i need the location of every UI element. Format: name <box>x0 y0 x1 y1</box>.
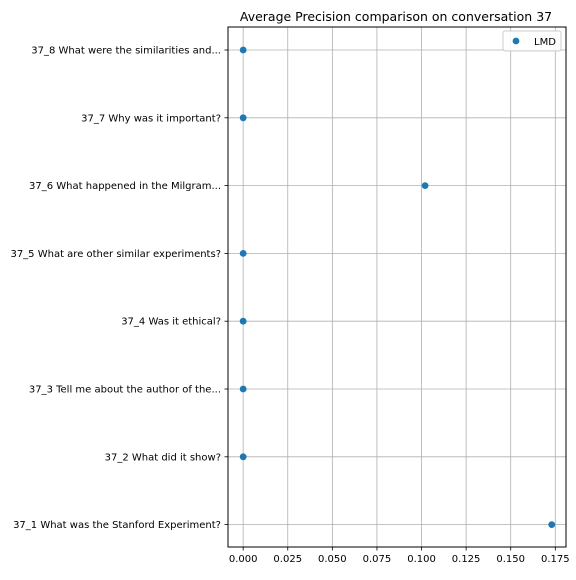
y-tick-label: 37_5 What are other similar experiments? <box>10 249 221 260</box>
y-tick-label: 37_1 What was the Stanford Experiment? <box>13 520 221 531</box>
y-tick-label: 37_8 What were the similarities and... <box>31 46 221 57</box>
legend-marker <box>512 37 520 45</box>
y-tick-label: 37_4 Was it ethical? <box>121 317 221 328</box>
legend-label-lmd: LMD <box>534 37 556 48</box>
chart-title: Average Precision comparison on conversa… <box>240 9 552 24</box>
data-point <box>239 385 247 393</box>
data-point <box>239 114 247 122</box>
x-tick-label: 0.100 <box>407 554 436 565</box>
x-tick-label: 0.125 <box>452 554 481 565</box>
x-tick-label: 0.025 <box>273 554 302 565</box>
tick-layer: 0.000 0.025 0.050 0.075 0.100 0.125 0.150 0.175… <box>10 46 569 566</box>
data-point <box>421 182 429 190</box>
point-layer <box>239 46 556 528</box>
data-point <box>239 453 247 461</box>
plot-frame <box>227 26 567 548</box>
x-tick-label: 0.075 <box>363 554 392 565</box>
y-tick-label: 37_6 What happened in the Milgram... <box>29 181 221 192</box>
data-point <box>239 317 247 325</box>
grid-layer <box>228 27 566 547</box>
x-tick-label: 0.150 <box>496 554 525 565</box>
data-point <box>239 46 247 54</box>
y-tick-label: 37_3 Tell me about the author of the... <box>29 385 221 396</box>
y-tick-label: 37_7 Why was it important? <box>81 113 221 124</box>
legend: LMD <box>502 30 562 52</box>
x-tick-label: 0.175 <box>541 554 570 565</box>
data-point <box>548 521 556 528</box>
x-tick-label: 0.000 <box>229 554 258 565</box>
legend-box <box>502 30 562 52</box>
data-point <box>239 250 247 257</box>
x-tick-label: 0.050 <box>318 554 347 565</box>
y-tick-label: 37_2 What did it show? <box>105 452 221 463</box>
